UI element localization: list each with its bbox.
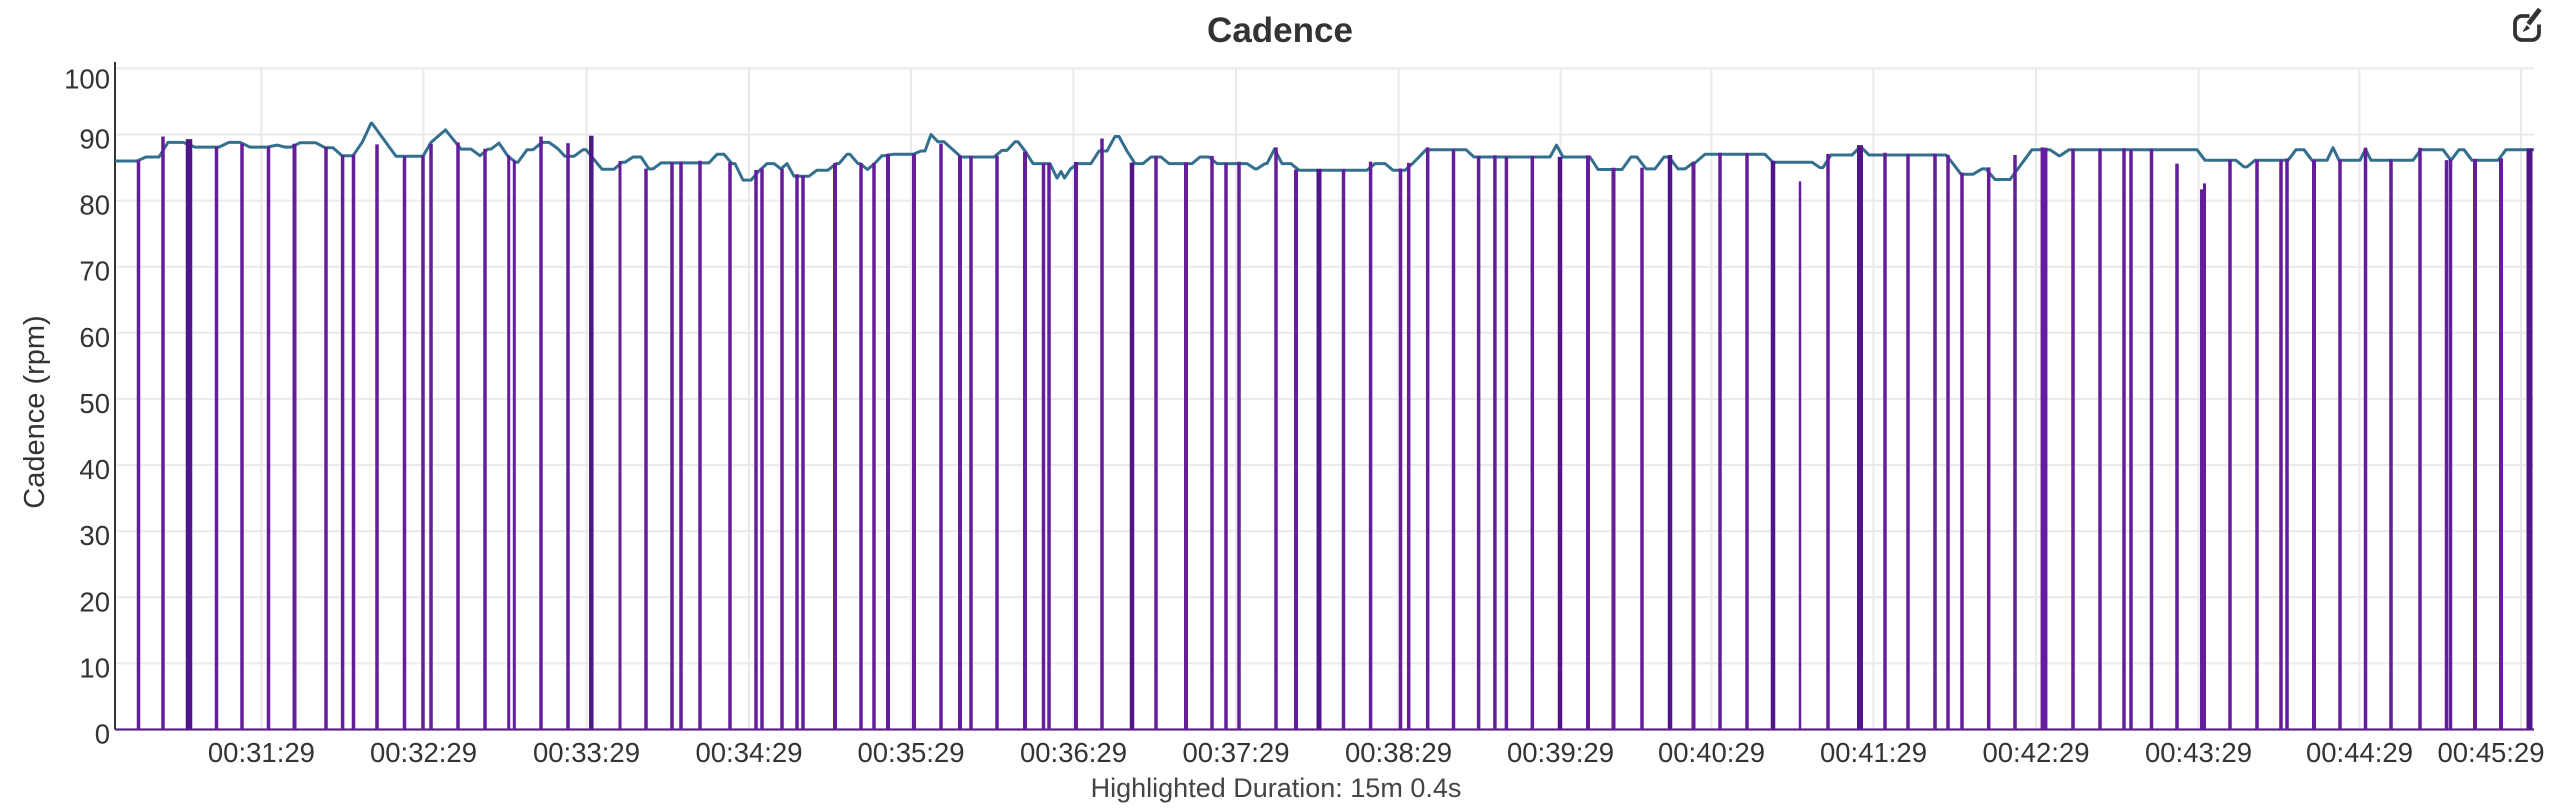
svg-text:00:36:29: 00:36:29 [1020, 737, 1127, 768]
svg-text:00:39:29: 00:39:29 [1507, 737, 1614, 768]
svg-text:20: 20 [79, 586, 110, 617]
svg-text:10: 10 [79, 652, 110, 683]
svg-text:00:34:29: 00:34:29 [695, 737, 802, 768]
svg-text:70: 70 [79, 256, 110, 287]
svg-text:Cadence: Cadence [1207, 11, 1353, 50]
svg-text:30: 30 [79, 520, 110, 551]
svg-text:60: 60 [79, 322, 110, 353]
svg-text:100: 100 [64, 63, 110, 94]
svg-text:00:44:29: 00:44:29 [2306, 737, 2413, 768]
svg-text:0: 0 [95, 719, 110, 750]
svg-text:00:35:29: 00:35:29 [857, 737, 964, 768]
svg-text:00:38:29: 00:38:29 [1345, 737, 1452, 768]
svg-text:00:37:29: 00:37:29 [1182, 737, 1289, 768]
svg-text:00:45:29: 00:45:29 [2437, 737, 2544, 768]
svg-text:00:42:29: 00:42:29 [1982, 737, 2089, 768]
svg-text:00:41:29: 00:41:29 [1820, 737, 1927, 768]
svg-text:80: 80 [79, 190, 110, 221]
svg-text:00:40:29: 00:40:29 [1658, 737, 1765, 768]
svg-text:50: 50 [79, 388, 110, 419]
svg-text:90: 90 [79, 124, 110, 155]
svg-text:00:32:29: 00:32:29 [370, 737, 477, 768]
svg-text:00:31:29: 00:31:29 [208, 737, 315, 768]
svg-text:Highlighted Duration: 15m 0.4s: Highlighted Duration: 15m 0.4s [1091, 773, 1462, 803]
svg-text:Cadence (rpm): Cadence (rpm) [19, 315, 51, 508]
svg-text:00:33:29: 00:33:29 [533, 737, 640, 768]
svg-text:00:43:29: 00:43:29 [2145, 737, 2252, 768]
svg-text:40: 40 [79, 454, 110, 485]
